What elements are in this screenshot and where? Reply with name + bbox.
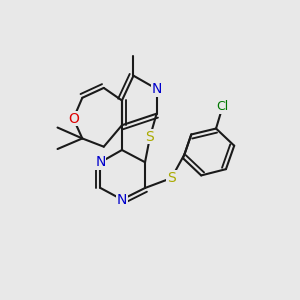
Text: Cl: Cl — [217, 100, 229, 113]
Text: S: S — [146, 130, 154, 144]
Text: N: N — [95, 155, 106, 169]
Text: S: S — [167, 171, 176, 185]
Text: N: N — [152, 82, 162, 96]
Text: O: O — [68, 112, 79, 126]
Text: N: N — [117, 193, 127, 206]
